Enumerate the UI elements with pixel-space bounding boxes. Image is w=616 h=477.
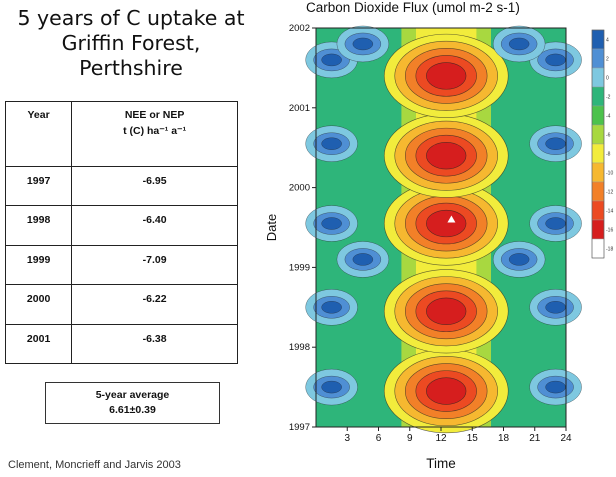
colorbar-swatch — [591, 143, 605, 164]
table-row: 1997 -6.95 — [4, 165, 238, 207]
peak-marker — [447, 215, 456, 223]
y-tick-label: 2001 — [289, 103, 310, 114]
colorbar-label: 4 — [606, 38, 609, 44]
contour-ring — [321, 301, 342, 314]
header-year: Year — [4, 101, 73, 167]
colorbar-label: -8 — [606, 152, 611, 158]
colorbar-swatch — [591, 181, 605, 202]
year-cell: 2001 — [4, 323, 73, 365]
carbon-uptake-table: Year NEE or NEP t (C) ha⁻¹ a⁻¹ 1997 -6.9… — [4, 101, 238, 365]
year-cell: 1998 — [4, 205, 73, 246]
colorbar-label: -16 — [606, 228, 613, 234]
colorbar-label: 0 — [606, 76, 609, 82]
average-box: 5-year average 6.61±0.39 — [45, 382, 220, 424]
citation: Clement, Moncrieff and Jarvis 2003 — [8, 459, 181, 471]
contour-ring — [321, 137, 342, 150]
table-row: 1998 -6.40 — [4, 205, 238, 246]
x-tick-label: 6 — [376, 433, 382, 444]
value-cell: -6.38 — [71, 323, 238, 365]
colorbar-swatch — [591, 219, 605, 240]
colorbar-swatch — [591, 124, 605, 145]
x-tick-label: 15 — [467, 433, 479, 444]
slide-title: 5 years of C uptake at Griffin Forest, P… — [0, 6, 262, 81]
contour-ring — [545, 137, 566, 150]
title-line: Perthshire — [79, 56, 183, 80]
colorbar-label: -14 — [606, 209, 613, 215]
colorbar-frame — [591, 29, 605, 259]
contour-ring — [508, 37, 530, 51]
x-axis-label: Time — [426, 456, 456, 471]
table-row: 2001 -6.38 — [4, 323, 238, 365]
colorbar-label: -6 — [606, 133, 611, 139]
value-cell: -6.40 — [71, 205, 238, 246]
contour-ring — [545, 380, 566, 394]
contour-ring — [321, 217, 342, 230]
contour-ring — [352, 253, 374, 266]
table-row: 1999 -7.09 — [4, 244, 238, 286]
x-tick-label: 18 — [498, 433, 510, 444]
colorbar-swatch — [591, 67, 605, 88]
contour-ring — [545, 301, 566, 314]
header-nee: NEE or NEP t (C) ha⁻¹ a⁻¹ — [71, 101, 238, 167]
colorbar-swatch — [591, 86, 605, 107]
colorbar-label: -2 — [606, 95, 611, 101]
average-label: 5-year average — [95, 389, 170, 401]
contour-ring — [545, 217, 566, 230]
contour-ring — [426, 297, 467, 325]
colorbar-swatch — [591, 29, 605, 50]
x-tick-label: 21 — [529, 433, 541, 444]
colorbar-swatch — [591, 162, 605, 183]
contour-ring — [508, 253, 530, 266]
colorbar-swatch — [591, 105, 605, 126]
x-tick-label: 3 — [344, 433, 350, 444]
header-nee-line2: t (C) ha⁻¹ a⁻¹ — [123, 125, 187, 137]
contour-ring — [426, 142, 467, 170]
value-cell: -6.95 — [71, 165, 238, 207]
y-tick-label: 1997 — [289, 422, 310, 433]
contour-ring — [426, 209, 467, 238]
title-line: 5 years of C uptake at — [17, 6, 245, 30]
year-cell: 1997 — [4, 165, 73, 207]
colorbar-label: -18 — [606, 247, 613, 253]
colorbar-label: 2 — [606, 57, 609, 63]
y-tick-label: 1998 — [289, 342, 310, 353]
header-nee-line1: NEE or NEP — [124, 109, 185, 121]
x-tick-label: 24 — [560, 433, 572, 444]
y-axis-label: Date — [264, 214, 279, 241]
colorbar-label: -10 — [606, 171, 613, 177]
contour-ring — [321, 380, 342, 394]
contour-ring — [426, 377, 467, 405]
average-value: 6.61±0.39 — [109, 404, 156, 416]
table-header-row: Year NEE or NEP t (C) ha⁻¹ a⁻¹ — [4, 101, 238, 167]
colorbar-label: -12 — [606, 190, 613, 196]
x-tick-label: 12 — [435, 433, 447, 444]
contour-ring — [426, 62, 467, 90]
y-tick-label: 1999 — [289, 262, 310, 273]
table-row: 2000 -6.22 — [4, 284, 238, 325]
title-line: Griffin Forest, — [61, 31, 201, 55]
value-cell: -6.22 — [71, 284, 238, 325]
contour-ring — [545, 53, 566, 67]
y-tick-label: 2000 — [289, 183, 310, 194]
chart-title: Carbon Dioxide Flux (umol m-2 s-1) — [306, 0, 520, 15]
y-tick-label: 2002 — [289, 23, 310, 34]
value-cell: -7.09 — [71, 244, 238, 286]
x-tick-label: 9 — [407, 433, 413, 444]
year-cell: 1999 — [4, 244, 73, 286]
colorbar-swatch — [591, 238, 605, 259]
colorbar-swatch — [591, 200, 605, 221]
contour-ring — [321, 53, 342, 67]
contour-ring — [352, 37, 374, 51]
colorbar-swatch — [591, 48, 605, 69]
colorbar-label: -4 — [606, 114, 611, 120]
